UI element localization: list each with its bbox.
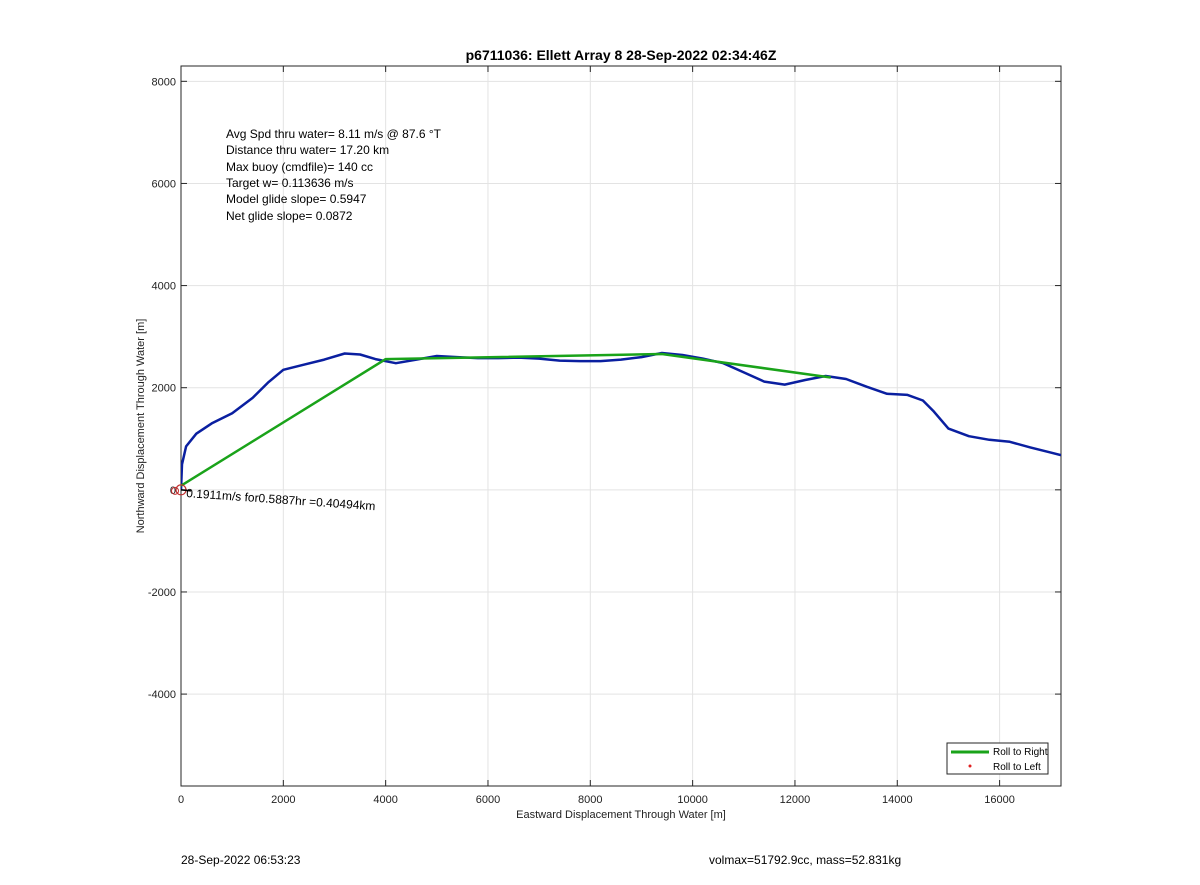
legend-marker-roll-left (968, 764, 972, 768)
annotation-max-buoy: Max buoy (cmdfile)= 140 cc (226, 160, 373, 174)
series-group (181, 351, 1061, 490)
y-tick-label: 4000 (152, 281, 176, 293)
footer-timestamp: 28-Sep-2022 06:53:23 (181, 853, 301, 867)
x-tick-label: 12000 (780, 794, 811, 806)
plot-area (181, 66, 1061, 786)
legend: Roll to Right Roll to Left (946, 742, 1049, 775)
annotation-avg-speed: Avg Spd thru water= 8.11 m/s @ 87.6 °T (226, 127, 442, 141)
x-ticks: 0 2000 4000 6000 8000 10000 12000 14000 16000 (178, 66, 1015, 806)
current-vector (180, 489, 192, 492)
x-tick-label: 8000 (578, 794, 602, 806)
origin-markers (171, 484, 192, 496)
x-tick-label: 10000 (677, 794, 708, 806)
footer-volmax-mass: volmax=51792.9cc, mass=52.831kg (709, 853, 902, 867)
x-tick-label: 16000 (984, 794, 1015, 806)
y-tick-label: 6000 (152, 178, 176, 190)
x-tick-label: 2000 (271, 794, 295, 806)
grid (180, 66, 1061, 786)
glider-track-line (181, 351, 1061, 490)
y-tick-label: 8000 (152, 76, 176, 88)
annotation-distance: Distance thru water= 17.20 km (226, 143, 389, 157)
x-tick-label: 0 (178, 794, 184, 806)
legend-box (946, 742, 1049, 775)
legend-label-roll-right: Roll to Right (993, 747, 1048, 758)
y-tick-label: 2000 (152, 383, 176, 395)
x-tick-label: 14000 (882, 794, 913, 806)
annotation-net-glide: Net glide slope= 0.0872 (226, 209, 353, 223)
roll-right-line (181, 352, 831, 487)
stats-annotations: Avg Spd thru water= 8.11 m/s @ 87.6 °T D… (226, 127, 442, 223)
annotation-model-glide: Model glide slope= 0.5947 (226, 192, 367, 206)
chart-title: p6711036: Ellett Array 8 28-Sep-2022 02:… (466, 47, 777, 63)
origin-circle-marker-small (171, 486, 179, 495)
axes-frame (180, 65, 1062, 787)
y-tick-label: -2000 (148, 587, 176, 599)
legend-label-roll-left: Roll to Left (993, 762, 1041, 773)
x-axis-label: Eastward Displacement Through Water [m] (516, 809, 726, 821)
x-tick-label: 6000 (476, 794, 500, 806)
x-tick-label: 4000 (373, 794, 397, 806)
y-axis-label: Northward Displacement Through Water [m] (135, 319, 147, 534)
annotation-target-w: Target w= 0.113636 m/s (226, 176, 354, 190)
y-tick-label: -4000 (148, 689, 176, 701)
y-tick-label: 0 (170, 485, 176, 497)
y-ticks: -4000 -2000 0 2000 4000 6000 8000 (148, 76, 1061, 701)
